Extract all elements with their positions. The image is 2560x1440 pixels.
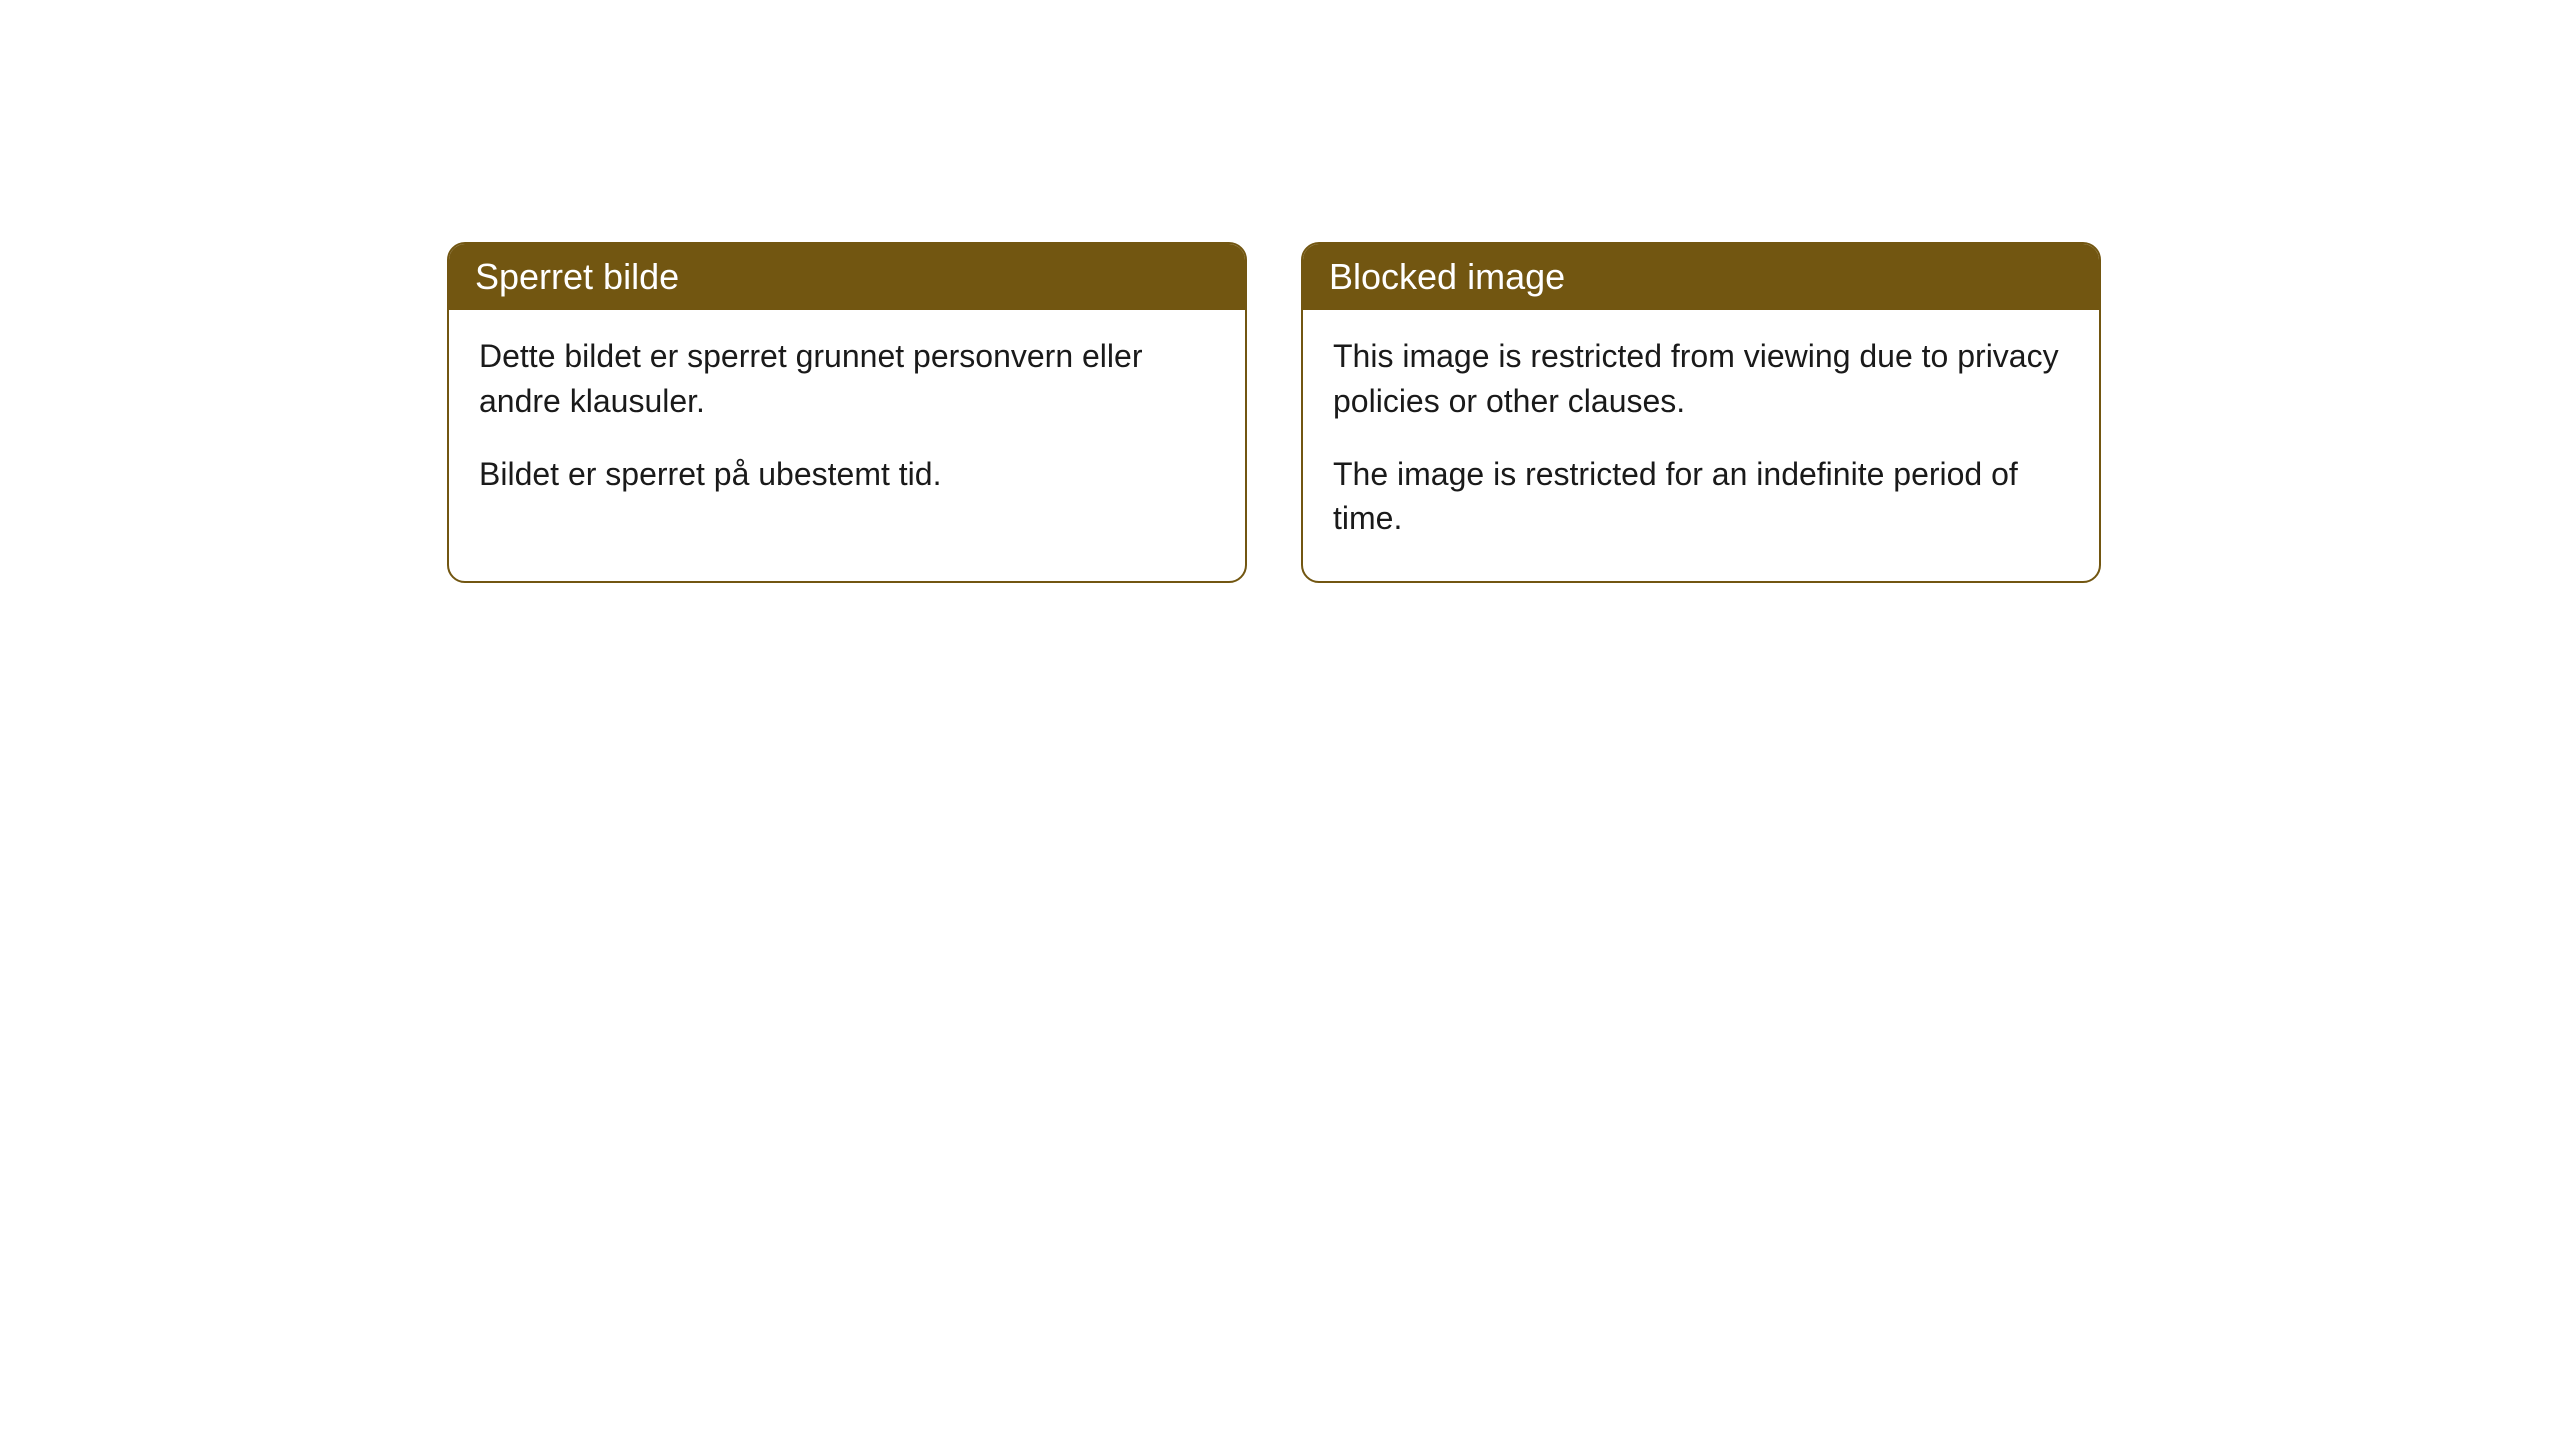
card-header-norwegian: Sperret bilde [449, 244, 1245, 310]
blocked-image-card-english: Blocked image This image is restricted f… [1301, 242, 2101, 583]
card-body-english: This image is restricted from viewing du… [1303, 310, 2099, 581]
card-text-paragraph-1: Dette bildet er sperret grunnet personve… [479, 334, 1215, 424]
card-header-english: Blocked image [1303, 244, 2099, 310]
notice-cards-container: Sperret bilde Dette bildet er sperret gr… [447, 242, 2101, 583]
blocked-image-card-norwegian: Sperret bilde Dette bildet er sperret gr… [447, 242, 1247, 583]
card-text-paragraph-2: The image is restricted for an indefinit… [1333, 452, 2069, 542]
card-text-paragraph-2: Bildet er sperret på ubestemt tid. [479, 452, 1215, 497]
card-text-paragraph-1: This image is restricted from viewing du… [1333, 334, 2069, 424]
card-body-norwegian: Dette bildet er sperret grunnet personve… [449, 310, 1245, 536]
